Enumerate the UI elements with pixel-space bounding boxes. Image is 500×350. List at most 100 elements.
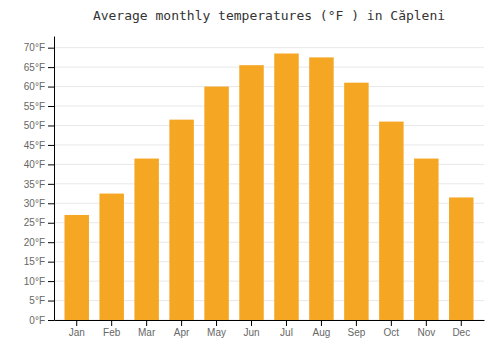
chart: Jan Feb Mar Apr May Jun Jul Aug Sep Oct Nov Dec 0°F 5…: [0, 0, 500, 350]
grid: [54, 48, 484, 320]
tick-label: 25°F: [24, 217, 45, 228]
tick-mark: [146, 320, 147, 326]
x-tick: Oct: [384, 320, 400, 338]
tick-label: 5°F: [29, 295, 45, 306]
grid-line: [54, 86, 484, 87]
tick-mark: [48, 48, 54, 49]
y-tick: 55°F: [24, 101, 54, 112]
grid-line: [54, 47, 484, 48]
y-tick: 20°F: [24, 237, 54, 248]
tick-mark: [76, 320, 77, 326]
x-tick: Nov: [417, 320, 435, 338]
axis-line: [54, 37, 55, 321]
grid-line: [54, 67, 484, 68]
tick-label: Mar: [138, 327, 156, 338]
bar: [64, 215, 88, 320]
tick-mark: [321, 320, 322, 326]
bar: [344, 83, 368, 320]
y-tick: 5°F: [29, 295, 54, 306]
tick-label: 35°F: [24, 179, 45, 190]
x-tick: Dec: [452, 320, 470, 338]
tick-mark: [251, 320, 252, 326]
bar: [379, 122, 403, 320]
tick-mark: [48, 281, 54, 282]
bar: [309, 57, 333, 320]
y-tick: 40°F: [24, 159, 54, 170]
y-tick: 60°F: [24, 81, 54, 92]
tick-mark: [48, 223, 54, 224]
grid-line: [54, 144, 484, 145]
y-tick: 65°F: [24, 62, 54, 73]
tick-mark: [48, 164, 54, 165]
tick-label: Oct: [384, 327, 400, 338]
tick-mark: [48, 87, 54, 88]
y-tick: 30°F: [24, 198, 54, 209]
x-tick: Jan: [69, 320, 85, 338]
y-tick: 35°F: [24, 179, 54, 190]
tick-label: Aug: [313, 327, 331, 338]
tick-mark: [48, 106, 54, 107]
tick-mark: [426, 320, 427, 326]
tick-label: 0°F: [29, 315, 45, 326]
bar: [449, 197, 473, 320]
tick-label: 55°F: [24, 101, 45, 112]
x-tick: May: [207, 320, 226, 338]
grid-line: [54, 125, 484, 126]
y-tick: 25°F: [24, 217, 54, 228]
tick-mark: [181, 320, 182, 326]
tick-label: Nov: [417, 327, 435, 338]
tick-mark: [356, 320, 357, 326]
tick-mark: [48, 320, 54, 321]
bar: [239, 65, 263, 320]
tick-label: 65°F: [24, 62, 45, 73]
tick-mark: [461, 320, 462, 326]
x-tick: Jul: [280, 320, 293, 338]
y-tick: 50°F: [24, 120, 54, 131]
x-tick: Jun: [243, 320, 259, 338]
tick-label: Jan: [69, 327, 85, 338]
tick-label: May: [207, 327, 226, 338]
x-tick: Apr: [174, 320, 190, 338]
tick-label: 40°F: [24, 159, 45, 170]
bar: [99, 194, 123, 320]
tick-label: Jul: [280, 327, 293, 338]
tick-mark: [216, 320, 217, 326]
tick-mark: [48, 184, 54, 185]
tick-label: 45°F: [24, 140, 45, 151]
x-tick: Feb: [103, 320, 121, 338]
tick-mark: [286, 320, 287, 326]
bar: [414, 159, 438, 320]
tick-mark: [48, 67, 54, 68]
bar: [274, 54, 298, 320]
tick-mark: [111, 320, 112, 326]
tick-mark: [48, 145, 54, 146]
y-tick: 70°F: [24, 42, 54, 53]
tick-label: 70°F: [24, 42, 45, 53]
y-tick: 45°F: [24, 140, 54, 151]
tick-label: Jun: [243, 327, 259, 338]
tick-mark: [391, 320, 392, 326]
tick-label: 20°F: [24, 237, 45, 248]
y-axis: 0°F 5°F 10°F 15°F 20°F 25°F 30°F 35°F 40°F 45°F 50…: [24, 37, 55, 326]
x-tick: Sep: [347, 320, 365, 338]
tick-mark: [48, 125, 54, 126]
tick-label: Dec: [452, 327, 470, 338]
bar: [134, 159, 158, 320]
grid-line: [54, 106, 484, 107]
y-tick: 15°F: [24, 256, 54, 267]
tick-label: 60°F: [24, 81, 45, 92]
tick-label: 15°F: [24, 256, 45, 267]
y-tick: 10°F: [24, 276, 54, 287]
tick-label: 50°F: [24, 120, 45, 131]
x-tick: Aug: [313, 320, 331, 338]
x-tick: Mar: [138, 320, 156, 338]
tick-label: 10°F: [24, 276, 45, 287]
tick-label: 30°F: [24, 198, 45, 209]
bar: [204, 87, 228, 320]
tick-label: Sep: [347, 327, 365, 338]
tick-mark: [48, 262, 54, 263]
tick-label: Apr: [174, 327, 190, 338]
axis-line: [55, 320, 485, 321]
title: Average monthly temperatures (°F ) in Că…: [93, 8, 445, 23]
tick-mark: [48, 203, 54, 204]
